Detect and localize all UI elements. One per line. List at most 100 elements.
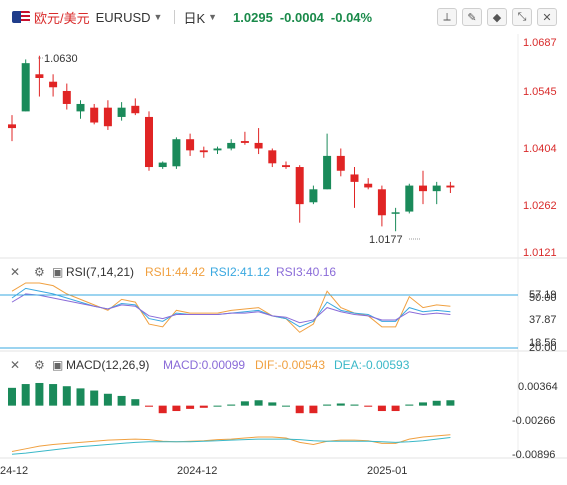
chart-header: 欧元/美元 EURUSD ▼ 日K ▼ 1.0295 -0.0004 -0.04… xyxy=(0,0,567,34)
symbol-label[interactable]: EURUSD xyxy=(95,9,151,25)
macd-bar xyxy=(377,405,386,412)
candle-body[interactable] xyxy=(186,139,195,151)
macd-bar xyxy=(391,405,400,412)
candle-body[interactable] xyxy=(76,103,85,112)
macd-panel-controls: ✕ ⚙ ▣ xyxy=(10,358,63,372)
rsi2-value: RSI2:41.12 xyxy=(210,265,270,279)
price-tick: 1.0121 xyxy=(523,247,557,259)
macd-bar xyxy=(350,404,359,406)
macd-bar xyxy=(199,405,208,408)
rsi-tick: 18.56 xyxy=(529,337,557,349)
rsi1-value: RSI1:44.42 xyxy=(145,265,205,279)
rsi3-value: RSI3:40.16 xyxy=(276,265,336,279)
macd-bar xyxy=(8,387,16,406)
candle-body[interactable] xyxy=(282,165,290,168)
macd-bar xyxy=(186,405,195,409)
macd-bar xyxy=(158,405,167,414)
time-tick: 2025-01 xyxy=(367,465,407,477)
info-icon[interactable]: ▣ xyxy=(52,265,63,279)
rsi-tick: 20.00 xyxy=(529,342,557,354)
candle-body[interactable] xyxy=(405,185,414,212)
macd-bar xyxy=(364,405,373,407)
candle-body[interactable] xyxy=(103,107,112,127)
macd-value: MACD:0.00099 xyxy=(163,358,245,372)
candle-body[interactable] xyxy=(145,116,153,168)
macd-bar xyxy=(213,405,222,407)
rsi-panel-controls: ✕ ⚙ ▣ xyxy=(10,265,63,279)
candle-body[interactable] xyxy=(446,185,455,188)
header-divider xyxy=(174,10,176,24)
macd-bar xyxy=(35,382,44,406)
candle-body[interactable] xyxy=(295,167,304,205)
candle-body[interactable] xyxy=(336,155,345,171)
macd-bar xyxy=(21,384,30,406)
macd-bar xyxy=(405,404,414,406)
macd-bar xyxy=(172,405,181,412)
rsi2-line xyxy=(11,287,451,328)
macd-bar xyxy=(336,403,345,406)
rsi3-line xyxy=(11,293,451,324)
macd-bar xyxy=(268,402,277,406)
candle-body[interactable] xyxy=(21,63,30,112)
close-icon[interactable]: ✕ xyxy=(10,358,20,372)
macd-bar xyxy=(240,401,249,406)
candle-body[interactable] xyxy=(62,90,71,104)
price-change: -0.0004 xyxy=(279,9,324,25)
candle-body[interactable] xyxy=(323,155,332,190)
candle-body[interactable] xyxy=(227,142,236,149)
macd-bar xyxy=(103,393,112,406)
candle-body[interactable] xyxy=(254,142,263,149)
gear-icon[interactable]: ⚙ xyxy=(34,265,45,279)
candle-body[interactable] xyxy=(49,81,58,88)
toolbar: ⟂ ✎ ◆ ⤡ ✕ xyxy=(432,8,557,26)
macd-layer xyxy=(8,382,455,455)
candle-body[interactable] xyxy=(90,107,99,123)
macd-bar xyxy=(62,386,71,406)
macd-bar xyxy=(282,405,290,407)
eraser-icon[interactable]: ◆ xyxy=(487,8,507,26)
rsi-tick: 57.19 xyxy=(529,289,557,301)
macd-tick: -0.00266 xyxy=(512,415,555,427)
measure-icon[interactable]: ⟂ xyxy=(437,8,457,26)
info-icon[interactable]: ▣ xyxy=(52,358,63,372)
price-tick: 1.0545 xyxy=(523,86,557,98)
symbol-dropdown-icon[interactable]: ▼ xyxy=(153,12,163,22)
candle-body[interactable] xyxy=(240,141,249,143)
candle-body[interactable] xyxy=(432,185,441,192)
candle-body[interactable] xyxy=(419,185,427,192)
macd-bar xyxy=(323,404,332,406)
candle-body[interactable] xyxy=(213,148,222,151)
macd-bar xyxy=(145,405,153,407)
candle-body[interactable] xyxy=(309,189,318,203)
collapse-icon[interactable]: ⤡ xyxy=(512,8,532,26)
close-icon[interactable]: ✕ xyxy=(10,265,20,279)
candle-body[interactable] xyxy=(199,150,208,153)
candle-body[interactable] xyxy=(391,212,400,214)
candle-body[interactable] xyxy=(8,124,16,129)
macd-tick: -0.00896 xyxy=(512,449,555,461)
candle-body[interactable] xyxy=(131,105,140,114)
macd-bar xyxy=(90,390,99,406)
candle-body[interactable] xyxy=(158,162,167,168)
candle-body[interactable] xyxy=(364,183,373,188)
price-tick: 1.0404 xyxy=(523,143,557,155)
candle-body[interactable] xyxy=(35,74,44,78)
close-icon[interactable]: ✕ xyxy=(537,8,557,26)
candle-body[interactable] xyxy=(268,150,277,164)
period-label[interactable]: 日K xyxy=(183,10,206,26)
rsi-tick: 50.00 xyxy=(529,292,557,304)
period-dropdown-icon[interactable]: ▼ xyxy=(208,12,218,22)
gear-icon[interactable]: ⚙ xyxy=(34,358,45,372)
candle-body[interactable] xyxy=(350,174,359,182)
candle-body[interactable] xyxy=(377,189,386,216)
eu-us-flag-icon xyxy=(12,11,30,23)
macd-bar xyxy=(295,405,304,414)
macd-title: MACD(12,26,9) xyxy=(66,358,149,372)
price-tick: 1.0687 xyxy=(523,37,557,49)
rsi-layer xyxy=(11,282,451,333)
candle-body[interactable] xyxy=(117,107,126,117)
symbol-cn-label[interactable]: 欧元/美元 xyxy=(34,10,90,26)
candle-body[interactable] xyxy=(172,139,181,167)
pencil-icon[interactable]: ✎ xyxy=(462,8,482,26)
